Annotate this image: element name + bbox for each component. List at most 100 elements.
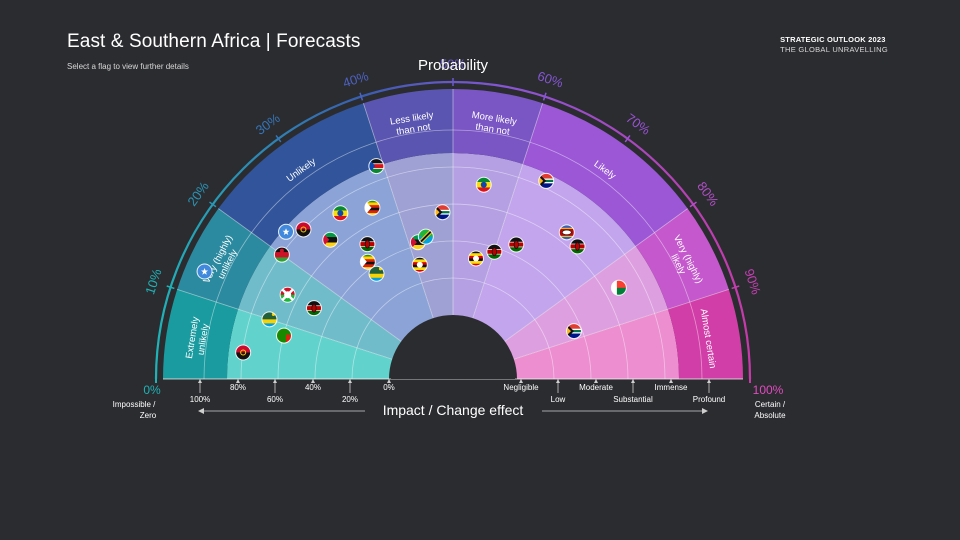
flag-stripe [566,333,582,339]
flag-kenya-fill [306,300,322,316]
flag-stripe [235,352,251,360]
probability-tick-label: 10% [142,267,164,297]
band-outer-5 [522,103,688,247]
probability-tick-label: 90% [741,267,763,297]
flag-ethiopia[interactable] [475,176,492,193]
flag-shield [561,229,572,235]
flag-mozambique[interactable] [322,231,339,248]
flag-shield [574,242,581,251]
flag-somalia-fill [278,224,294,240]
flag-angola[interactable] [235,344,252,361]
band-label: than not [475,122,511,138]
flag-angola-fill [235,344,251,360]
impact-tick-arrow [273,379,277,383]
flag-stripe [435,204,451,211]
flag-stripe [332,205,348,211]
flag-kenya[interactable] [508,236,525,253]
band-inner-6 [504,246,668,360]
impact-tick-arrow [707,379,711,383]
flag-uganda[interactable] [411,256,428,273]
flag-stripe [412,270,428,273]
flag-kenya[interactable] [359,236,376,253]
flag-stripe [435,214,451,220]
flag-eswatini[interactable] [558,224,575,241]
band-divider [363,103,434,319]
impact-tick-arrow [198,379,202,383]
flag-stripe [570,238,586,244]
flag-south-africa[interactable] [538,172,555,189]
flag-stripe [566,332,582,334]
impact-tick-label: Immense [655,383,688,392]
flag-disc [284,291,292,299]
flag-uganda[interactable] [467,250,484,267]
flag-stripe [369,273,385,279]
flag-stripe [364,212,380,216]
flag-stripe [468,261,484,265]
flag-kenya[interactable] [569,238,586,255]
flag-stripe [306,310,322,316]
flag-star [282,228,290,235]
probability-tick [209,201,217,208]
page-title: East & Southern Africa | Forecasts [67,31,361,52]
flag-somalia[interactable] [278,223,295,240]
flag-south-sudan[interactable] [368,158,385,175]
flag-zimbabwe[interactable] [364,199,381,216]
flag-ring [235,344,252,361]
impact-tick-arrow [594,379,598,383]
probability-tick-label: 70% [623,110,653,138]
impact-tick-label: Negligible [503,383,539,392]
flag-stripe [368,163,384,165]
flag-stripe [412,257,428,260]
probability-tick-label: 80% [694,179,722,209]
flag-zambia-fill [276,328,292,344]
impact-tick-label: 60% [267,395,283,404]
flag-kenya[interactable] [486,243,503,260]
flag-stripe [508,247,524,253]
impact-arrowhead-right [702,408,708,414]
flag-ethiopia[interactable] [332,205,349,222]
flag-malawi[interactable] [273,246,290,263]
flag-emblem [480,181,487,188]
flag-angola[interactable] [295,221,312,238]
flag-zimbabwe[interactable] [359,253,376,270]
flag-stripe [476,177,492,183]
flag-zambia[interactable] [275,327,292,344]
flag-stripe [559,235,575,238]
band-outer-0 [163,289,239,379]
flag-stripe [368,158,384,164]
impact-arrowhead-left [198,408,204,414]
flag-kenya[interactable] [306,300,323,317]
flag-ring [364,199,381,216]
flag-stripe [364,207,380,211]
flag-angola-fill [295,221,311,237]
flag-south-africa[interactable] [434,204,451,221]
flag-stripe [364,205,380,209]
flag-stripe [322,242,338,248]
flag-south-africa[interactable] [565,323,582,340]
impact-tick-label: 0% [383,383,395,392]
flag-stripe [364,200,380,203]
flag-somalia[interactable] [196,263,213,280]
flag-ring [475,176,492,193]
impact-tick-label: Moderate [579,383,613,392]
probability-start-sub: Impossible / [113,400,156,409]
flag-sun [279,248,284,253]
flag-stripe [261,311,277,320]
flag-rwanda[interactable] [368,265,385,282]
probability-end-label: 100% [753,383,784,397]
flag-burundi[interactable] [279,286,296,303]
flag-stripe [611,280,627,289]
band-outer-1 [177,208,271,310]
flag-stripe [368,168,384,170]
flag-rwanda[interactable] [261,311,278,328]
flag-madagascar[interactable] [610,279,627,296]
impact-tick-arrow [311,379,315,383]
flag-stripe [261,323,277,327]
band-label: unlikely [196,323,212,356]
flag-stripe [566,329,582,333]
band-outer-3 [363,89,453,165]
probability-tick-label: 50% [440,56,466,71]
impact-tick-arrow [519,379,523,383]
flag-stripe [360,261,376,265]
probability-tick [624,135,631,143]
